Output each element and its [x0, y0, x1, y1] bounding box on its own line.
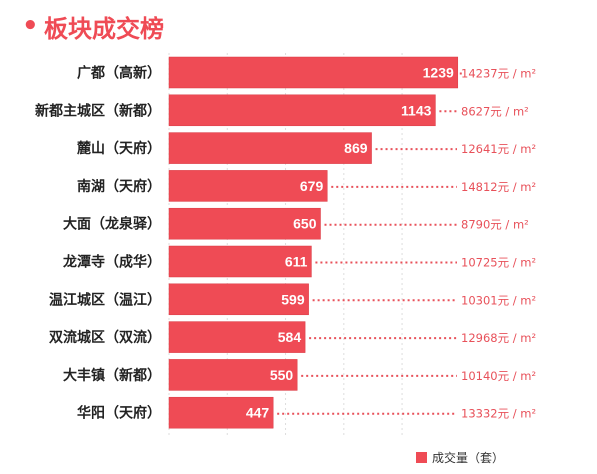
bar-value-label: 611 [285, 254, 308, 270]
category-label: 温江城区（温江） [49, 291, 161, 308]
price-label: 13332元 / m² [461, 407, 536, 421]
bar [168, 94, 436, 127]
category-label: 双流城区（双流） [49, 329, 161, 346]
price-label: 14237元 / m² [461, 67, 536, 81]
bar [168, 170, 328, 202]
category-label: 龙潭寺（成华） [62, 254, 161, 271]
category-label: 新都主城区（新都） [35, 102, 161, 119]
bar [168, 321, 306, 353]
bar-value-label: 599 [281, 291, 305, 307]
title-bullet: • [22, 11, 39, 41]
price-label: 14812元 / m² [461, 180, 536, 194]
bar-value-label: 679 [300, 178, 324, 194]
chart-title: 板块成交榜 [44, 15, 164, 43]
bar [168, 396, 274, 429]
bar [168, 359, 298, 391]
legend-swatch [416, 452, 427, 463]
bar-value-label: 447 [246, 405, 270, 421]
bar-value-label: 650 [293, 216, 317, 232]
price-label: 8790元 / m² [461, 218, 529, 232]
price-label: 12641元 / m² [461, 142, 536, 156]
bar [168, 56, 459, 89]
price-label: 12968元 / m² [461, 331, 536, 345]
category-label: 大丰镇（新都） [63, 367, 161, 384]
legend-label: 成交量（套） [432, 450, 504, 465]
price-label: 10725元 / m² [461, 256, 536, 270]
price-label: 8627元 / m² [461, 104, 529, 118]
bar-value-label: 1143 [401, 102, 432, 118]
bar-value-label: 550 [270, 367, 294, 383]
category-label: 麓山（天府） [77, 140, 161, 157]
legend: 成交量（套） [416, 450, 504, 465]
category-label: 广都（高新） [77, 65, 161, 82]
bar [168, 283, 309, 316]
bar-value-label: 1239 [423, 65, 454, 81]
price-label: 10301元 / m² [461, 293, 536, 307]
category-label: 华阳（天府） [77, 405, 161, 422]
category-label: 南湖（天府） [77, 178, 161, 195]
bar [168, 245, 312, 278]
bar-value-label: 869 [344, 140, 368, 156]
bar [168, 207, 321, 240]
bars: 1239 14237元 / m² 1143 8627元 / m² 869 12641元 /… [168, 56, 536, 429]
bar [168, 132, 372, 164]
bar-value-label: 584 [278, 329, 302, 345]
category-labels: 广都（高新） 新都主城区（新都） 麓山（天府） 南湖（天府） 大面（龙泉驿） 龙潭寺（成华… [35, 65, 161, 422]
category-label: 大面（龙泉驿） [63, 216, 161, 233]
price-label: 10140元 / m² [461, 369, 536, 383]
